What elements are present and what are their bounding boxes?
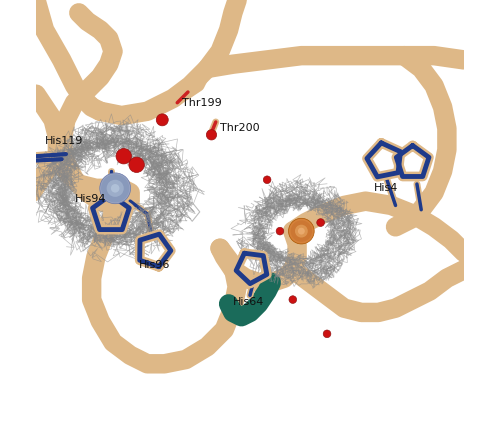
Text: His4: His4 [374,183,398,193]
Circle shape [129,157,144,172]
Circle shape [289,296,296,303]
Text: Thr199: Thr199 [182,98,222,108]
Circle shape [100,173,130,204]
Text: His119: His119 [44,136,83,146]
Text: His94: His94 [74,194,106,204]
Circle shape [156,114,168,126]
Text: His64: His64 [233,297,264,307]
Circle shape [264,176,271,184]
Circle shape [101,174,130,202]
Circle shape [295,225,308,238]
Circle shape [116,149,132,164]
Circle shape [317,219,324,226]
Circle shape [206,130,216,140]
Circle shape [288,218,314,244]
Circle shape [106,180,124,197]
Circle shape [298,228,305,235]
Circle shape [290,220,312,242]
Text: Thr200: Thr200 [220,123,260,134]
Circle shape [111,184,120,193]
Circle shape [276,227,284,235]
Circle shape [323,330,331,338]
Text: His96: His96 [138,260,170,270]
